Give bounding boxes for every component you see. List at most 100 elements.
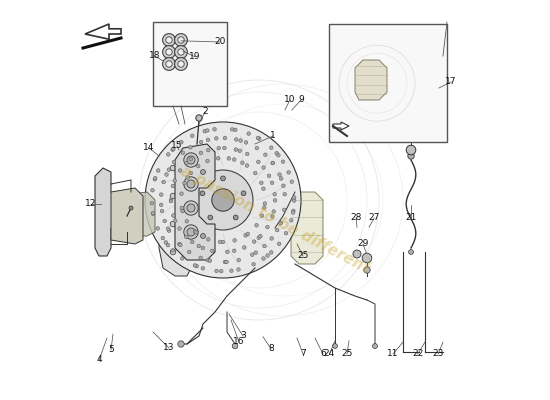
Text: 13: 13 bbox=[163, 344, 175, 352]
Circle shape bbox=[163, 34, 175, 46]
Circle shape bbox=[232, 343, 238, 349]
Circle shape bbox=[233, 215, 238, 220]
Text: 22: 22 bbox=[412, 350, 424, 358]
Circle shape bbox=[408, 153, 414, 159]
Circle shape bbox=[178, 49, 184, 55]
Circle shape bbox=[240, 161, 244, 164]
Circle shape bbox=[262, 166, 266, 169]
Polygon shape bbox=[111, 188, 143, 244]
Circle shape bbox=[292, 209, 295, 213]
Circle shape bbox=[237, 258, 240, 262]
Circle shape bbox=[293, 196, 296, 199]
Circle shape bbox=[241, 191, 246, 196]
Text: 21: 21 bbox=[405, 214, 417, 222]
Circle shape bbox=[208, 259, 212, 262]
Circle shape bbox=[189, 146, 192, 149]
Circle shape bbox=[193, 264, 197, 267]
Circle shape bbox=[333, 344, 337, 348]
Circle shape bbox=[163, 46, 175, 58]
Text: 19: 19 bbox=[189, 52, 201, 61]
Circle shape bbox=[218, 240, 222, 244]
Circle shape bbox=[186, 176, 189, 179]
Circle shape bbox=[190, 240, 194, 244]
Circle shape bbox=[266, 225, 269, 229]
Circle shape bbox=[254, 251, 257, 254]
Circle shape bbox=[184, 201, 198, 215]
Polygon shape bbox=[291, 192, 323, 264]
Circle shape bbox=[166, 49, 172, 55]
Circle shape bbox=[160, 203, 163, 206]
Circle shape bbox=[223, 260, 227, 264]
Polygon shape bbox=[95, 168, 119, 256]
Circle shape bbox=[174, 46, 188, 58]
Circle shape bbox=[172, 214, 175, 217]
Circle shape bbox=[246, 232, 250, 236]
Circle shape bbox=[287, 170, 290, 174]
Text: 4: 4 bbox=[96, 356, 102, 364]
Polygon shape bbox=[333, 122, 349, 130]
Circle shape bbox=[243, 246, 246, 249]
Circle shape bbox=[200, 191, 205, 196]
Circle shape bbox=[195, 230, 198, 234]
Polygon shape bbox=[85, 24, 121, 39]
Circle shape bbox=[257, 236, 261, 240]
Circle shape bbox=[219, 269, 223, 273]
Circle shape bbox=[262, 257, 265, 260]
Circle shape bbox=[181, 151, 185, 154]
Circle shape bbox=[236, 268, 240, 271]
Circle shape bbox=[353, 250, 361, 258]
Circle shape bbox=[166, 243, 170, 247]
Circle shape bbox=[169, 199, 173, 203]
Circle shape bbox=[255, 224, 258, 227]
Text: 7: 7 bbox=[300, 350, 306, 358]
Circle shape bbox=[270, 181, 274, 184]
Circle shape bbox=[170, 193, 176, 199]
Circle shape bbox=[271, 161, 274, 165]
Circle shape bbox=[184, 225, 198, 239]
Circle shape bbox=[184, 177, 198, 191]
Circle shape bbox=[221, 240, 225, 244]
Text: 17: 17 bbox=[446, 78, 456, 86]
Circle shape bbox=[238, 149, 241, 152]
Circle shape bbox=[244, 234, 248, 237]
Text: 5: 5 bbox=[108, 346, 114, 354]
Circle shape bbox=[206, 138, 210, 142]
Circle shape bbox=[199, 140, 203, 144]
Circle shape bbox=[409, 250, 414, 254]
Circle shape bbox=[217, 146, 221, 150]
Text: 15: 15 bbox=[171, 142, 183, 150]
Circle shape bbox=[252, 262, 255, 266]
Circle shape bbox=[223, 136, 227, 140]
Circle shape bbox=[271, 215, 274, 218]
Text: 24: 24 bbox=[324, 350, 335, 358]
Circle shape bbox=[184, 153, 198, 167]
Text: 16: 16 bbox=[233, 338, 245, 346]
Circle shape bbox=[211, 249, 214, 253]
Circle shape bbox=[179, 243, 182, 247]
Circle shape bbox=[160, 209, 164, 213]
Circle shape bbox=[234, 138, 238, 141]
Circle shape bbox=[151, 212, 155, 216]
Circle shape bbox=[178, 242, 181, 246]
Circle shape bbox=[151, 211, 155, 215]
Circle shape bbox=[290, 180, 294, 184]
Circle shape bbox=[196, 115, 202, 121]
Circle shape bbox=[185, 161, 188, 165]
Circle shape bbox=[271, 161, 274, 165]
Circle shape bbox=[166, 37, 172, 43]
Circle shape bbox=[201, 170, 205, 174]
Circle shape bbox=[234, 148, 238, 152]
Circle shape bbox=[187, 204, 195, 212]
Circle shape bbox=[250, 253, 254, 256]
Circle shape bbox=[163, 58, 175, 70]
Text: 2: 2 bbox=[202, 108, 208, 116]
Circle shape bbox=[167, 229, 171, 232]
Circle shape bbox=[187, 180, 195, 188]
Circle shape bbox=[170, 165, 176, 171]
Circle shape bbox=[233, 158, 236, 161]
Circle shape bbox=[233, 249, 236, 252]
Circle shape bbox=[267, 174, 271, 178]
Circle shape bbox=[164, 173, 168, 176]
Circle shape bbox=[196, 164, 200, 168]
Circle shape bbox=[282, 184, 285, 188]
